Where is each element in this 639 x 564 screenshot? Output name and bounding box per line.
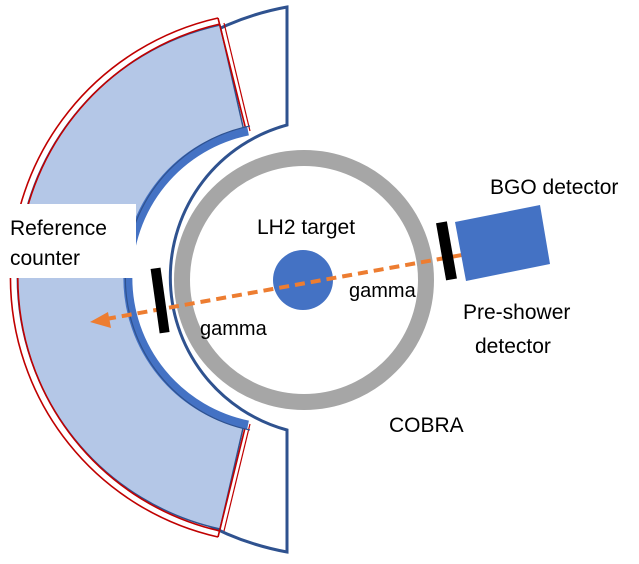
left-pre-shower-bar xyxy=(150,267,170,334)
gamma-trajectory-line xyxy=(105,249,485,321)
lh2-target-label: LH2 target xyxy=(257,216,355,239)
gamma-right-label: gamma xyxy=(349,280,417,302)
gamma-arrowhead-left xyxy=(90,312,111,328)
bgo-detector-label: BGO detector xyxy=(490,176,618,199)
bgo-detector xyxy=(455,205,550,281)
reference-counter-frame-top-end xyxy=(217,17,247,131)
cobra-ring xyxy=(174,150,434,410)
inner-blue-arc xyxy=(123,126,249,430)
lh2-target xyxy=(273,250,333,310)
reference-counter-frame-bottom-end xyxy=(217,423,247,538)
cobra-label: COBRA xyxy=(389,414,464,437)
right-pre-shower-bar xyxy=(436,221,457,281)
reference-counter-label-box: Reference counter xyxy=(0,204,136,278)
pre-shower-label-line1: Pre-shower xyxy=(463,301,570,324)
inner-blue-arc-outline xyxy=(124,125,251,431)
pre-shower-label-line2: detector xyxy=(475,335,551,358)
reference-counter-frame-top-end-2 xyxy=(223,22,251,132)
reference-counter-label: Reference counter xyxy=(10,217,107,270)
gamma-left-label: gamma xyxy=(200,318,268,340)
reference-counter-frame-bottom-end-2 xyxy=(223,423,251,532)
